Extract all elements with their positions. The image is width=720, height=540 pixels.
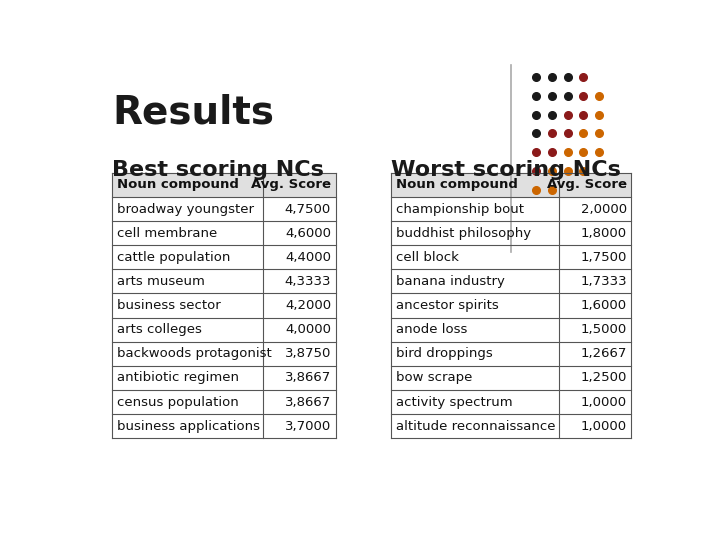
Text: 1,6000: 1,6000 xyxy=(580,299,627,312)
Text: 1,0000: 1,0000 xyxy=(580,395,627,409)
Text: 2,0000: 2,0000 xyxy=(580,202,627,215)
Text: census population: census population xyxy=(117,395,238,409)
Text: 1,2667: 1,2667 xyxy=(580,347,627,360)
Text: 3,8667: 3,8667 xyxy=(285,395,331,409)
Text: anode loss: anode loss xyxy=(396,323,467,336)
Text: broadway youngster: broadway youngster xyxy=(117,202,253,215)
Text: championship bout: championship bout xyxy=(396,202,523,215)
Text: bow scrape: bow scrape xyxy=(396,372,472,384)
Text: Avg. Score: Avg. Score xyxy=(546,178,627,192)
Text: Best scoring NCs: Best scoring NCs xyxy=(112,160,324,180)
Text: Noun compound: Noun compound xyxy=(396,178,518,192)
Text: bird droppings: bird droppings xyxy=(396,347,492,360)
FancyBboxPatch shape xyxy=(112,173,336,197)
Text: 4,0000: 4,0000 xyxy=(285,323,331,336)
Text: 4,2000: 4,2000 xyxy=(285,299,331,312)
Text: 3,7000: 3,7000 xyxy=(285,420,331,433)
Text: 3,8750: 3,8750 xyxy=(284,347,331,360)
Text: 1,7500: 1,7500 xyxy=(580,251,627,264)
Text: 1,2500: 1,2500 xyxy=(580,372,627,384)
Text: 1,8000: 1,8000 xyxy=(580,227,627,240)
Text: Avg. Score: Avg. Score xyxy=(251,178,331,192)
Text: activity spectrum: activity spectrum xyxy=(396,395,513,409)
Text: 4,7500: 4,7500 xyxy=(285,202,331,215)
Text: 4,4000: 4,4000 xyxy=(285,251,331,264)
Text: 4,3333: 4,3333 xyxy=(284,275,331,288)
Text: Noun compound: Noun compound xyxy=(117,178,238,192)
Text: antibiotic regimen: antibiotic regimen xyxy=(117,372,239,384)
Text: banana industry: banana industry xyxy=(396,275,505,288)
Text: business applications: business applications xyxy=(117,420,260,433)
FancyBboxPatch shape xyxy=(392,173,631,197)
Text: 1,5000: 1,5000 xyxy=(580,323,627,336)
Text: 3,8667: 3,8667 xyxy=(285,372,331,384)
Text: ancestor spirits: ancestor spirits xyxy=(396,299,498,312)
Text: arts museum: arts museum xyxy=(117,275,204,288)
Text: 1,0000: 1,0000 xyxy=(580,420,627,433)
Text: cell membrane: cell membrane xyxy=(117,227,217,240)
Text: backwoods protagonist: backwoods protagonist xyxy=(117,347,271,360)
Text: buddhist philosophy: buddhist philosophy xyxy=(396,227,531,240)
Text: cell block: cell block xyxy=(396,251,459,264)
Text: 1,7333: 1,7333 xyxy=(580,275,627,288)
Text: 4,6000: 4,6000 xyxy=(285,227,331,240)
Text: altitude reconnaissance: altitude reconnaissance xyxy=(396,420,555,433)
Text: business sector: business sector xyxy=(117,299,220,312)
Text: Worst scoring NCs: Worst scoring NCs xyxy=(392,160,621,180)
Text: cattle population: cattle population xyxy=(117,251,230,264)
Text: Results: Results xyxy=(112,94,274,132)
Text: arts colleges: arts colleges xyxy=(117,323,202,336)
